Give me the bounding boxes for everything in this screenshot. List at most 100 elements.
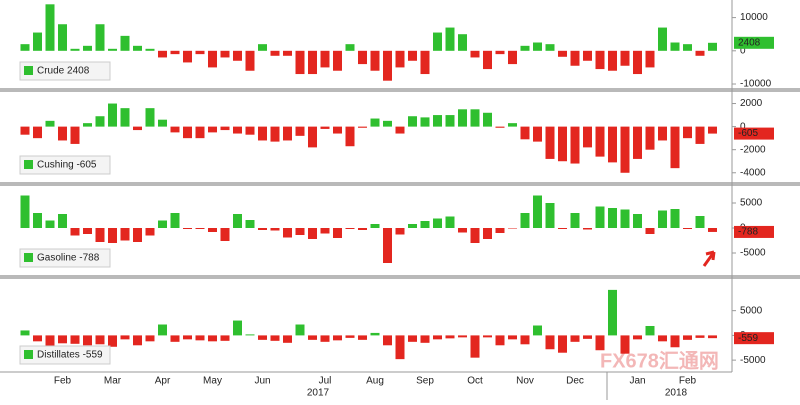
bar <box>708 126 717 134</box>
bar <box>633 335 642 340</box>
bar <box>620 50 630 66</box>
bar <box>295 50 305 75</box>
bar <box>495 335 505 346</box>
bar <box>508 123 517 127</box>
bar <box>120 335 130 340</box>
bar <box>508 50 517 65</box>
bar <box>358 228 367 230</box>
bar <box>170 126 180 133</box>
bar <box>20 44 30 51</box>
bar <box>195 126 205 139</box>
bar <box>258 335 267 340</box>
bar <box>670 335 680 348</box>
bar <box>345 44 355 51</box>
bar <box>245 220 255 228</box>
watermark: FX678汇通网 <box>600 349 719 372</box>
x-tick-label: Jul <box>319 376 332 387</box>
bar <box>633 50 642 75</box>
bar <box>383 120 392 127</box>
bar <box>608 126 617 163</box>
bar <box>83 228 92 234</box>
bar <box>533 126 542 142</box>
bar <box>520 213 530 228</box>
bar <box>183 335 192 340</box>
bar <box>358 126 367 128</box>
last-value-box <box>734 127 774 140</box>
x-tick-label: Feb <box>54 376 72 387</box>
bar <box>708 228 717 232</box>
last-value-label: -559 <box>738 333 758 344</box>
x-tick-label: Feb <box>679 376 697 387</box>
bar <box>520 45 530 51</box>
bar <box>20 330 30 336</box>
x-tick-label: Jan <box>629 376 645 387</box>
bar <box>558 50 567 57</box>
bar <box>683 44 692 51</box>
bar <box>420 221 430 228</box>
bar <box>370 118 380 127</box>
y-tick-label: -4000 <box>740 167 766 178</box>
bar <box>208 228 217 232</box>
bar <box>233 320 242 336</box>
y-tick-label: -10000 <box>740 79 772 90</box>
bar <box>670 209 680 228</box>
bar <box>470 50 480 58</box>
bar <box>133 126 142 131</box>
bar <box>320 228 330 234</box>
legend-label: Gasoline -788 <box>37 253 100 264</box>
bar <box>683 126 692 139</box>
bar <box>645 50 655 68</box>
bar <box>533 195 542 228</box>
bar <box>20 126 30 135</box>
bar <box>108 335 117 347</box>
bar <box>683 228 692 229</box>
bar <box>695 126 705 144</box>
bar <box>220 228 230 241</box>
y-tick-label: 10000 <box>740 12 768 23</box>
y-tick-label: 0 <box>740 121 746 132</box>
bar <box>20 195 30 228</box>
bar <box>295 126 305 136</box>
bar <box>383 50 392 81</box>
bar <box>445 335 455 339</box>
bar <box>683 335 692 340</box>
bar <box>433 32 442 51</box>
bar <box>195 228 205 229</box>
bar <box>308 126 317 148</box>
legend-swatch <box>24 350 33 359</box>
bar <box>520 335 530 345</box>
bar <box>358 335 367 340</box>
bar <box>708 335 717 339</box>
bar <box>570 50 580 66</box>
x-tick-label: Mar <box>104 376 122 387</box>
bar <box>170 50 180 55</box>
bar <box>245 50 255 71</box>
bar <box>108 48 117 51</box>
last-value-box <box>734 332 774 345</box>
bar <box>458 109 467 127</box>
bar <box>233 214 242 228</box>
bar <box>395 126 405 134</box>
bar <box>658 126 667 141</box>
bar <box>608 289 617 336</box>
bar <box>45 220 55 228</box>
y-tick-label: 0 <box>740 45 746 56</box>
bar <box>283 335 292 343</box>
bar <box>358 50 367 65</box>
arrow-annotation <box>702 250 716 267</box>
bar <box>645 126 655 150</box>
bar <box>370 332 380 336</box>
bar <box>458 335 467 338</box>
bar <box>320 126 330 129</box>
bar <box>158 324 167 336</box>
bar <box>408 116 417 127</box>
bar <box>270 228 280 231</box>
y-tick-label: 5000 <box>740 305 763 316</box>
bar <box>408 335 417 342</box>
bar <box>433 218 442 228</box>
bar <box>170 335 180 342</box>
bar <box>45 335 55 350</box>
bar <box>658 27 667 51</box>
bar <box>533 325 542 336</box>
